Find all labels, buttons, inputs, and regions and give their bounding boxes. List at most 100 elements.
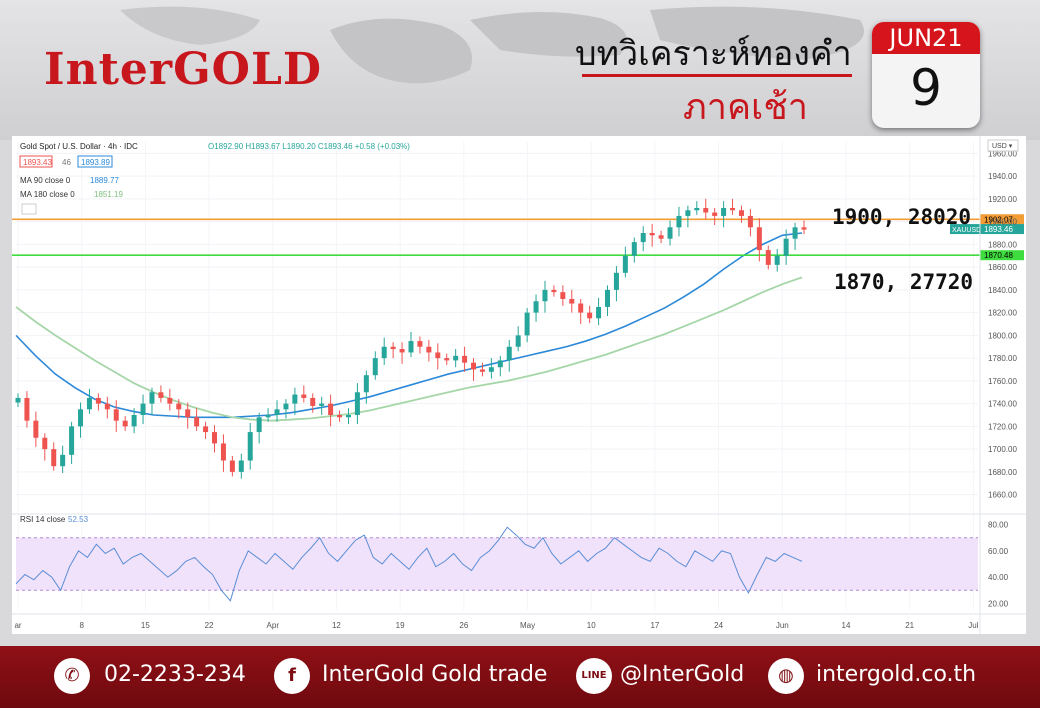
candle-body — [640, 233, 646, 243]
globe-icon: ◍ — [768, 658, 804, 694]
candle-body — [238, 460, 244, 472]
world-map-graphic — [120, 6, 864, 84]
candle-body — [524, 312, 530, 336]
candle-body — [247, 432, 253, 461]
bid-box — [19, 155, 53, 168]
candle-body — [542, 289, 548, 302]
candle-body — [712, 212, 718, 216]
rsi-value: 52.53 — [68, 515, 89, 524]
candle-body — [774, 255, 780, 265]
y-tick-label: 1960.00 — [988, 149, 1017, 158]
candle-body — [560, 292, 566, 299]
ma-line-1 — [15, 276, 803, 422]
collapse-button — [21, 203, 37, 215]
candle-body — [765, 250, 771, 265]
candle-body — [390, 346, 396, 350]
ma90-value: 1889.77 — [90, 176, 119, 185]
y-tick-label: 1940.00 — [988, 172, 1017, 181]
y-tick-label: 1800.00 — [988, 331, 1017, 340]
candle-body — [631, 242, 637, 256]
x-tick-label: 8 — [79, 621, 84, 630]
candle-body — [444, 358, 450, 361]
candle-body — [381, 346, 387, 359]
phone-icon: ✆ — [54, 658, 90, 694]
candle-body — [471, 362, 477, 370]
candle-body — [676, 215, 682, 228]
candle-body — [33, 420, 39, 438]
candle-body — [569, 298, 575, 304]
line-account[interactable]: @InterGold — [620, 662, 745, 687]
candle-body — [42, 437, 48, 450]
candle-body — [551, 289, 557, 293]
candle-body — [158, 392, 164, 398]
candle-body — [104, 403, 110, 410]
candle-body — [60, 454, 66, 467]
candle-body — [122, 420, 128, 427]
candle-body — [596, 306, 602, 319]
candle-body — [15, 397, 21, 403]
candle-body — [506, 346, 512, 361]
candle-body — [354, 392, 360, 415]
candle-body — [265, 415, 271, 418]
candle-body — [685, 210, 691, 216]
candle-body — [256, 417, 262, 433]
candle-body — [721, 207, 727, 216]
candle-body — [801, 227, 807, 230]
candle-body — [194, 417, 200, 427]
rsi-tick-label: 40.00 — [988, 573, 1009, 582]
website-link[interactable]: intergold.co.th — [816, 662, 977, 687]
candle-body — [185, 409, 191, 418]
y-tick-label: 1780.00 — [988, 354, 1017, 363]
phone-number[interactable]: 02-2233-234 — [104, 662, 246, 687]
chart-title: Gold Spot / U.S. Dollar · 4h · IDC — [20, 142, 138, 151]
resistance-annotation: 1900, 28020 — [832, 205, 972, 229]
rsi-tick-label: 60.00 — [988, 547, 1009, 556]
currency-selector — [987, 139, 1019, 152]
candle-body — [372, 358, 378, 376]
x-tick-label: 12 — [332, 621, 341, 630]
level-tag-1 — [980, 250, 1024, 261]
candle-body — [649, 233, 655, 236]
rsi-band — [16, 537, 978, 591]
candle-body — [78, 409, 84, 427]
rsi-line — [15, 526, 803, 602]
candle-body — [738, 210, 744, 216]
ask-price: 1893.89 — [81, 158, 110, 167]
calendar-icon: JUN21 9 — [872, 22, 980, 128]
spread-value: 46 — [62, 158, 71, 167]
candle-body — [587, 312, 593, 319]
page-subtitle: ภาคเช้า — [683, 87, 808, 128]
price-tag-label: 1893.46 — [984, 225, 1013, 234]
y-tick-label: 1840.00 — [988, 286, 1017, 295]
candle-body — [658, 235, 664, 239]
calendar-month: JUN21 — [872, 22, 980, 54]
candle-body — [51, 449, 57, 467]
candle-body — [292, 394, 298, 404]
rsi-tick-label: 20.00 — [988, 599, 1009, 608]
candle-body — [497, 360, 503, 368]
x-tick-label: 22 — [205, 621, 214, 630]
candle-body — [622, 255, 628, 273]
y-tick-label: 1680.00 — [988, 468, 1017, 477]
candle-body — [703, 207, 709, 213]
facebook-page[interactable]: InterGold Gold trade — [322, 662, 548, 687]
candle-body — [515, 335, 521, 347]
candle-body — [363, 375, 369, 393]
symbol-tag — [950, 224, 980, 235]
line-icon-label: LINE — [581, 670, 607, 681]
candle-body — [69, 426, 75, 455]
candle-body — [453, 355, 459, 361]
currency-label: USD ▾ — [992, 143, 1013, 150]
x-tick-label: Apr — [267, 621, 280, 630]
level-tag-label: 1870.48 — [984, 251, 1013, 260]
candle-body — [605, 289, 610, 307]
candle-body — [488, 367, 494, 372]
x-tick-label: 17 — [650, 621, 659, 630]
y-tick-label: 1720.00 — [988, 422, 1017, 431]
candle-body — [756, 227, 762, 251]
candle-body — [140, 403, 146, 415]
candle-body — [337, 415, 343, 418]
support-annotation: 1870, 27720 — [834, 270, 974, 294]
candle-body — [730, 207, 736, 211]
